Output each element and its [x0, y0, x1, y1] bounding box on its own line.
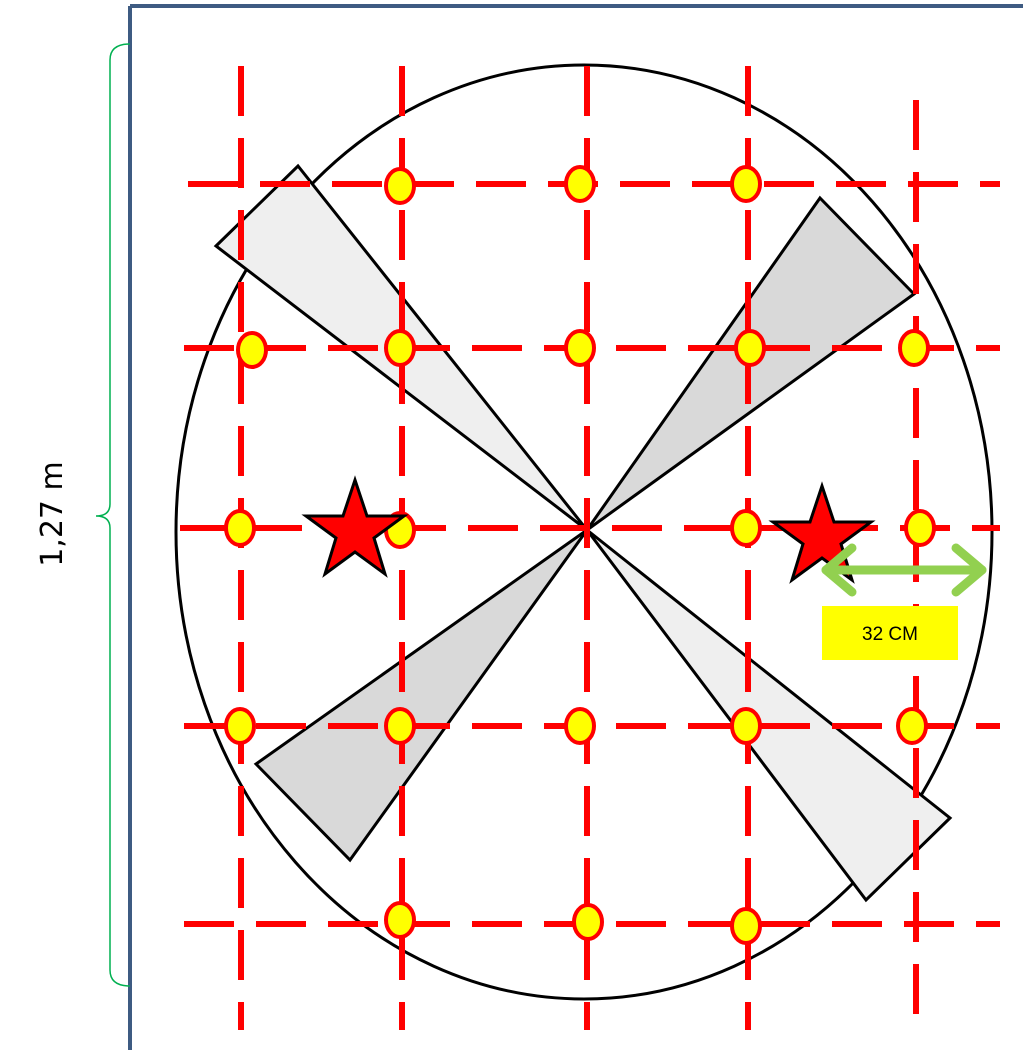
circle-marker-icon [896, 707, 928, 745]
circle-marker-icon [384, 901, 416, 939]
measurement-label: 32 CM [862, 624, 918, 645]
measurement-tag-background [822, 606, 958, 660]
circle-marker-icon [898, 329, 930, 367]
circle-marker-icon [384, 707, 416, 745]
circle-marker-icon [564, 329, 596, 367]
circle-marker-icon [384, 167, 416, 205]
double-arrow-icon [821, 543, 987, 597]
circle-marker-icon [564, 707, 596, 745]
dimension-brace [95, 43, 131, 987]
circle-marker-icon [730, 165, 762, 203]
circle-marker-icon [224, 707, 256, 745]
star-icon [768, 481, 876, 584]
measurement-tag: 32 CM [822, 606, 958, 660]
circle-marker-icon [734, 329, 766, 367]
circle-marker-icon [730, 707, 762, 745]
circle-marker-icon [384, 329, 416, 367]
circle-marker-icon [564, 165, 596, 203]
circle-marker-icon [572, 903, 604, 941]
circle-marker-icon [904, 509, 936, 547]
blade-bottom-left [253, 528, 589, 863]
circle-marker-icon [730, 509, 762, 547]
blade-bottom-right [585, 528, 953, 903]
outer-ellipse [174, 63, 994, 1001]
dimension-label: 1,27 m [35, 461, 70, 567]
circle-marker-icon [224, 509, 256, 547]
stars [301, 475, 876, 584]
circle-marker-icon [730, 907, 762, 945]
circle-marker-icon [236, 331, 268, 369]
frame [128, 4, 1023, 1050]
star-icon [301, 475, 409, 578]
